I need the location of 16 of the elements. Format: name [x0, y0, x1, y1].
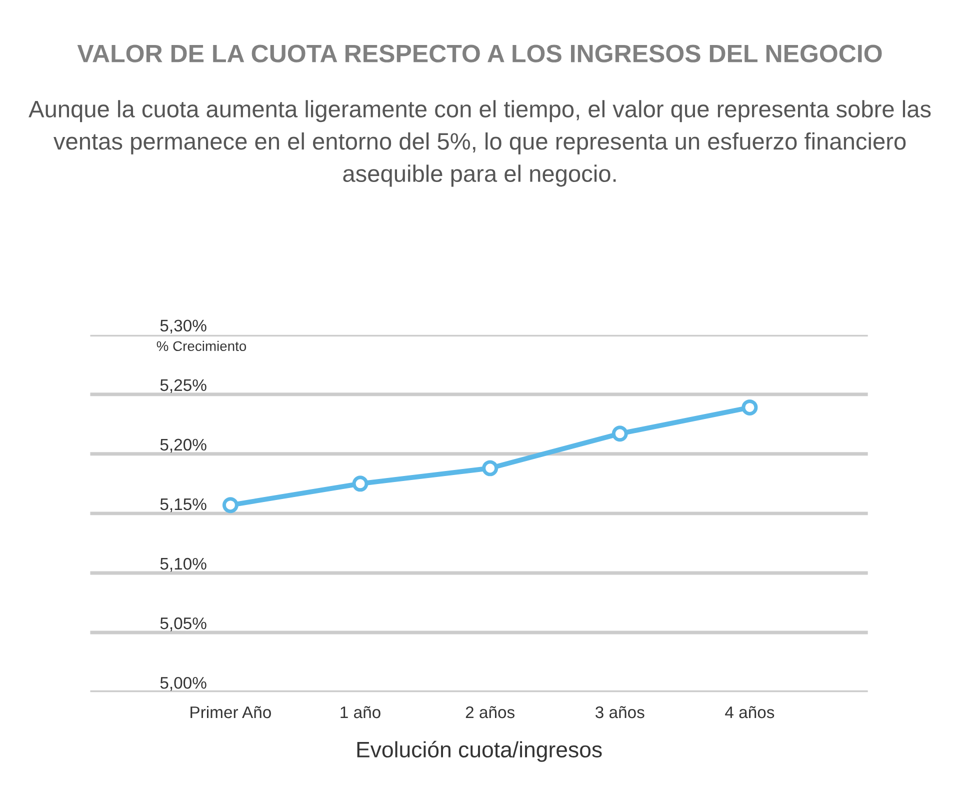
y-tick-label: 5,15%: [160, 498, 206, 512]
y-tick-label: 5,25%: [160, 379, 206, 394]
x-tick-label: 3 años: [596, 706, 644, 718]
x-axis-title: Evolución cuota/ingresos: [357, 740, 602, 762]
y-tick-label: 5,05%: [160, 617, 206, 632]
y-tick-label: 5,00%: [160, 676, 206, 691]
y-tick-label: 5,30%: [160, 320, 206, 334]
y-tick-label: 5,20%: [160, 438, 206, 453]
chart-subtitle: Aunque la cuota aumenta ligeramente con el tiempo, el valor que representa sobre las ventas permanece en el entorno del 5%, lo que representa un esfuerzo financiero asequible para el negocio.: [28, 100, 931, 187]
annotation: % Crecimiento: [156, 340, 246, 352]
x-tick-label: 1 año: [340, 706, 380, 718]
chart-title: VALOR DE LA CUOTA RESPECTO A LOS INGRESOS DEL NEGOCIO: [77, 44, 882, 62]
x-tick-label: 4 años: [725, 706, 774, 718]
y-tick-label: 5,10%: [160, 558, 206, 572]
x-tick-label: 2 años: [466, 706, 514, 718]
x-tick-label: Primer Año: [190, 706, 271, 718]
